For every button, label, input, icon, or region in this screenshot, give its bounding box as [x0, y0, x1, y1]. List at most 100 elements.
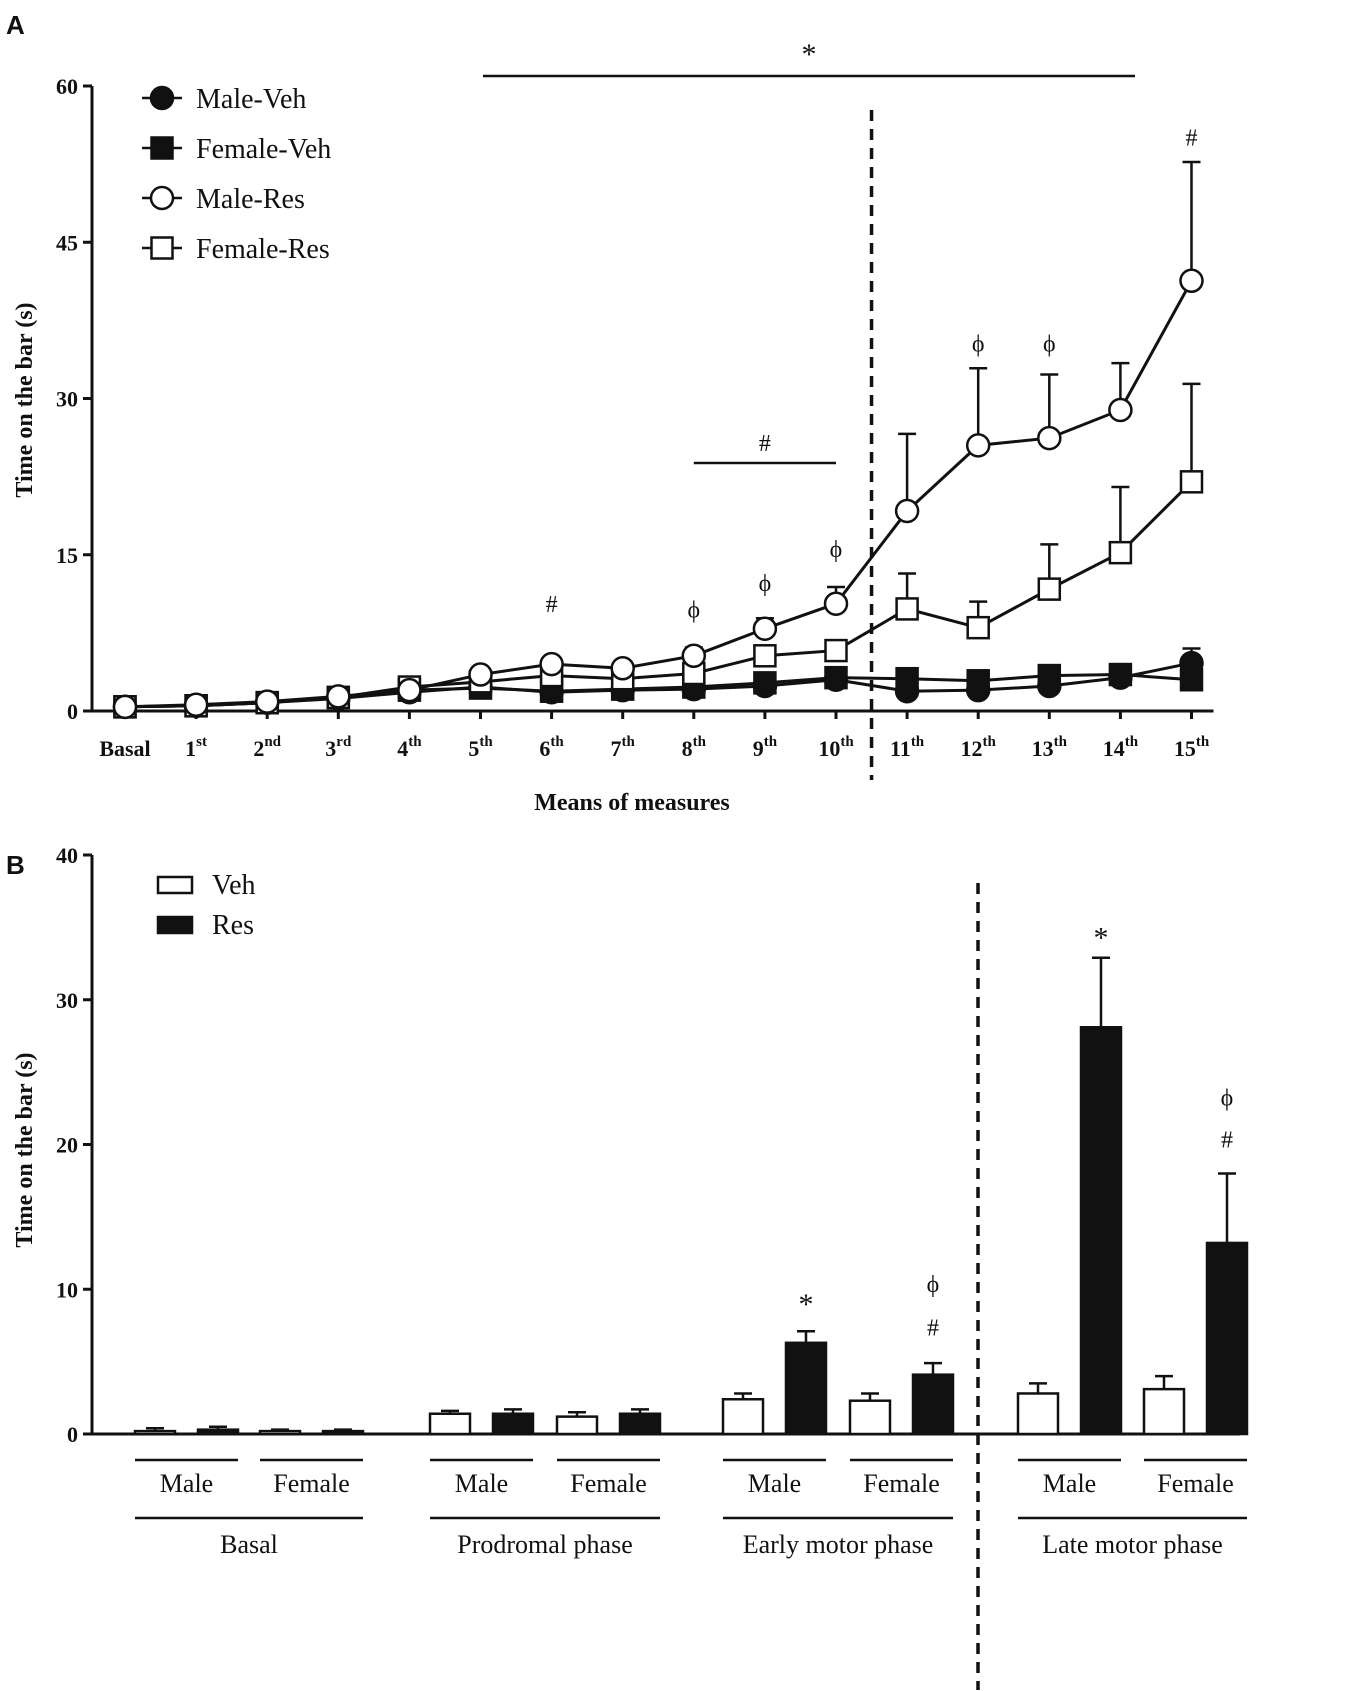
x-tick-label: 2nd	[253, 734, 281, 761]
data-point	[1039, 579, 1060, 600]
group-label: Early motor phase	[743, 1530, 934, 1559]
bar-chart-b: 0 10 20 30 40 Time on the bar (s) * # ϕ * # ϕ Veh Res…	[12, 843, 1247, 1690]
series-line	[125, 482, 1192, 707]
x-tick-sup: th	[479, 734, 493, 750]
x-tick-sup: th	[911, 734, 925, 750]
x-tick-label: 7th	[611, 734, 636, 761]
y-tick-label: 60	[56, 74, 78, 99]
x-tick-main: 14	[1103, 736, 1125, 761]
x-axis-title: Means of measures	[534, 790, 730, 816]
x-tick-main: 3	[325, 736, 336, 761]
series-line	[125, 281, 1192, 707]
subgroup-label: Male	[160, 1469, 213, 1498]
significance-mark: *	[799, 1288, 814, 1321]
legend-marker	[152, 238, 173, 259]
data-point	[1038, 427, 1060, 449]
x-tick-label: 12th	[961, 734, 997, 761]
x-tick-label: 4th	[397, 734, 422, 761]
bar-res	[493, 1414, 533, 1434]
data-point	[1181, 270, 1203, 292]
y-tick-label: 0	[67, 1422, 78, 1447]
x-tick-label: 8th	[682, 734, 707, 761]
significance-mark: #	[1186, 125, 1198, 151]
data-point	[826, 640, 847, 661]
x-tick-sup: nd	[264, 734, 281, 750]
significance-mark: ϕ	[972, 332, 985, 358]
x-tick-sup: th	[764, 734, 778, 750]
x-tick-main: 7	[611, 736, 622, 761]
legend-marker	[151, 87, 173, 109]
x-tick-main: 2	[253, 736, 264, 761]
data-point	[327, 685, 349, 707]
x-tick-main: 10	[818, 736, 840, 761]
significance-mark: #	[546, 592, 558, 618]
figure: A B 015304560Basal 1st 2nd 3rd 4th 5th 6th 7th 8…	[0, 0, 1355, 1691]
data-point	[754, 645, 775, 666]
panel-a-label: A	[6, 10, 25, 40]
x-tick-sup: st	[196, 734, 207, 750]
bar-res	[1207, 1243, 1247, 1434]
y-tick-label: 30	[56, 988, 78, 1013]
y-tick-label: 30	[56, 387, 78, 412]
subgroup-label: Female	[863, 1469, 940, 1498]
data-point	[754, 672, 775, 693]
subgroup-label: Female	[1157, 1469, 1234, 1498]
data-point	[1181, 669, 1202, 690]
x-tick-label: 10th	[818, 734, 854, 761]
data-point	[114, 696, 136, 718]
significance-mark: #	[1221, 1127, 1233, 1153]
group-label: Prodromal phase	[457, 1530, 632, 1559]
legend-label: Female-Res	[196, 234, 330, 265]
bar-res	[913, 1375, 953, 1434]
x-tick-label: 15th	[1174, 734, 1210, 761]
legend-label: Male-Res	[196, 184, 305, 215]
bar-res	[198, 1430, 238, 1434]
data-point	[398, 679, 420, 701]
y-axis-title: Time on the bar (s)	[12, 1052, 38, 1247]
x-tick-sup: th	[1196, 734, 1210, 750]
subgroup-label: Male	[1043, 1469, 1096, 1498]
x-tick-main: 1	[185, 736, 196, 761]
data-point	[470, 664, 492, 686]
x-tick-label: 5th	[468, 734, 493, 761]
bar-res	[786, 1343, 826, 1434]
x-tick-label: 6th	[539, 734, 564, 761]
data-point	[612, 657, 634, 679]
bar-veh	[1018, 1393, 1058, 1434]
significance-mark: ϕ	[687, 597, 700, 623]
significance-mark: *	[1094, 922, 1109, 955]
significance-mark: ϕ	[927, 1272, 940, 1298]
x-tick-sup: th	[1054, 734, 1068, 750]
legend-label: Res	[212, 910, 254, 941]
x-tick-main: 12	[961, 736, 983, 761]
y-axis-title: Time on the bar (s)	[12, 302, 38, 497]
x-tick-sup: th	[1125, 734, 1139, 750]
x-tick-label: 14th	[1103, 734, 1139, 761]
x-tick-label: Basal	[99, 736, 150, 761]
legend-marker	[151, 187, 173, 209]
y-tick-label: 15	[56, 543, 78, 568]
x-tick-label: 9th	[753, 734, 778, 761]
data-point	[968, 670, 989, 691]
x-tick-main: 11	[890, 736, 911, 761]
subgroup-label: Male	[455, 1469, 508, 1498]
x-tick-label: 13th	[1032, 734, 1068, 761]
y-tick-label: 40	[56, 843, 78, 868]
bar-veh	[557, 1417, 597, 1434]
significance-mark: ϕ	[830, 537, 843, 563]
data-point	[825, 593, 847, 615]
x-tick-sup: rd	[336, 734, 352, 750]
data-point	[1039, 665, 1060, 686]
data-point	[541, 653, 563, 675]
bar-veh	[430, 1414, 470, 1434]
panel-b-label: B	[6, 850, 25, 880]
data-point	[1181, 471, 1202, 492]
subgroup-label: Male	[748, 1469, 801, 1498]
legend-label: Veh	[212, 870, 256, 901]
x-tick-sup: th	[983, 734, 997, 750]
x-tick-label: 3rd	[325, 734, 352, 761]
x-tick-sup: th	[693, 734, 707, 750]
legend-label: Female-Veh	[196, 134, 331, 165]
data-point	[897, 668, 918, 689]
